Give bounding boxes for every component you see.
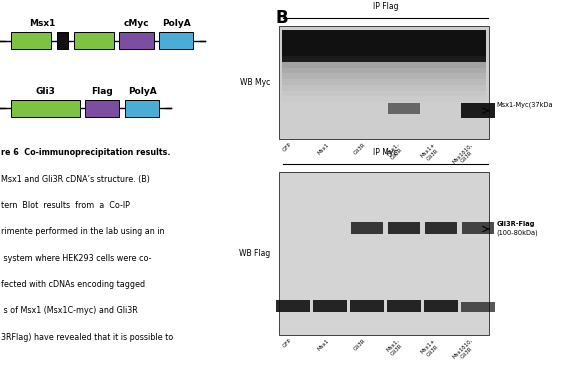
Text: Gli3R: Gli3R [353, 142, 367, 156]
Bar [425, 222, 457, 234]
Bar [282, 90, 486, 96]
Bar [351, 222, 383, 234]
Bar [74, 32, 114, 49]
Text: PolyA: PolyA [162, 19, 191, 28]
Text: (100-80kDa): (100-80kDa) [496, 229, 538, 236]
Bar [282, 68, 486, 73]
Text: WB Myc: WB Myc [240, 78, 270, 87]
Text: Flag: Flag [92, 87, 113, 96]
Text: Gli3R-Flag: Gli3R-Flag [496, 221, 534, 227]
Text: Msx1+
Gli3R: Msx1+ Gli3R [420, 142, 441, 163]
Bar [282, 85, 486, 90]
Bar [57, 32, 68, 49]
Bar [11, 100, 80, 117]
Bar [279, 26, 489, 139]
Bar [282, 56, 486, 62]
Bar [351, 300, 384, 312]
Bar [11, 32, 51, 49]
Text: Gli3: Gli3 [36, 87, 55, 96]
Text: IP Flag: IP Flag [373, 2, 398, 11]
Bar [282, 30, 486, 62]
Text: 3RFlag) have revealed that it is possible to: 3RFlag) have revealed that it is possibl… [1, 333, 174, 342]
Bar [314, 300, 347, 312]
Text: Msx1δ10,
Gli3R: Msx1δ10, Gli3R [452, 338, 478, 364]
Text: tern  Blot  results  from  a  Co-IP: tern Blot results from a Co-IP [1, 201, 130, 210]
Bar [388, 222, 420, 234]
Bar [282, 73, 486, 79]
Bar [159, 32, 193, 49]
Text: re 6  Co-immunoprecipitation results.: re 6 Co-immunoprecipitation results. [1, 148, 171, 157]
Bar [282, 62, 486, 68]
Bar [277, 300, 310, 312]
Text: WB Flag: WB Flag [239, 249, 270, 258]
Text: IP Myc: IP Myc [373, 148, 398, 157]
Text: B: B [276, 9, 288, 27]
Text: fected with cDNAs encoding tagged: fected with cDNAs encoding tagged [1, 280, 145, 289]
Bar [462, 222, 494, 234]
Bar [125, 100, 159, 117]
Bar [282, 96, 486, 102]
Text: system where HEK293 cells were co-: system where HEK293 cells were co- [1, 254, 151, 263]
Bar [85, 100, 119, 117]
Text: s of Msx1 (Msx1C-myc) and Gli3R: s of Msx1 (Msx1C-myc) and Gli3R [1, 306, 138, 315]
Bar [387, 300, 420, 312]
Text: Msx1: Msx1 [316, 142, 330, 156]
Text: Msx1 and Gli3R cDNA’s structure. (B): Msx1 and Gli3R cDNA’s structure. (B) [1, 175, 150, 184]
Text: Msx1+
Gli3R: Msx1+ Gli3R [420, 338, 441, 359]
Text: rimente performed in the lab using an in: rimente performed in the lab using an in [1, 227, 164, 236]
Bar [119, 32, 154, 49]
Text: cMyc: cMyc [123, 19, 150, 28]
Text: Msx1,
Gli3R: Msx1, Gli3R [385, 142, 404, 161]
Text: Gli3R: Gli3R [353, 338, 367, 352]
Bar [424, 300, 457, 312]
Text: Msx1,
Gli3R: Msx1, Gli3R [385, 338, 404, 357]
Bar [461, 103, 494, 117]
Bar [461, 302, 494, 312]
Text: Msx1δ10,
Gli3R: Msx1δ10, Gli3R [452, 142, 478, 168]
Text: GFP: GFP [282, 338, 293, 349]
Text: Msx1: Msx1 [30, 19, 56, 28]
Text: Msx1: Msx1 [316, 338, 330, 351]
Text: PolyA: PolyA [128, 87, 156, 96]
Text: Msx1-Myc(37kDa: Msx1-Myc(37kDa [496, 102, 553, 108]
Bar [282, 79, 486, 85]
Text: GFP: GFP [282, 142, 293, 153]
Bar [279, 172, 489, 335]
Bar [388, 103, 420, 114]
